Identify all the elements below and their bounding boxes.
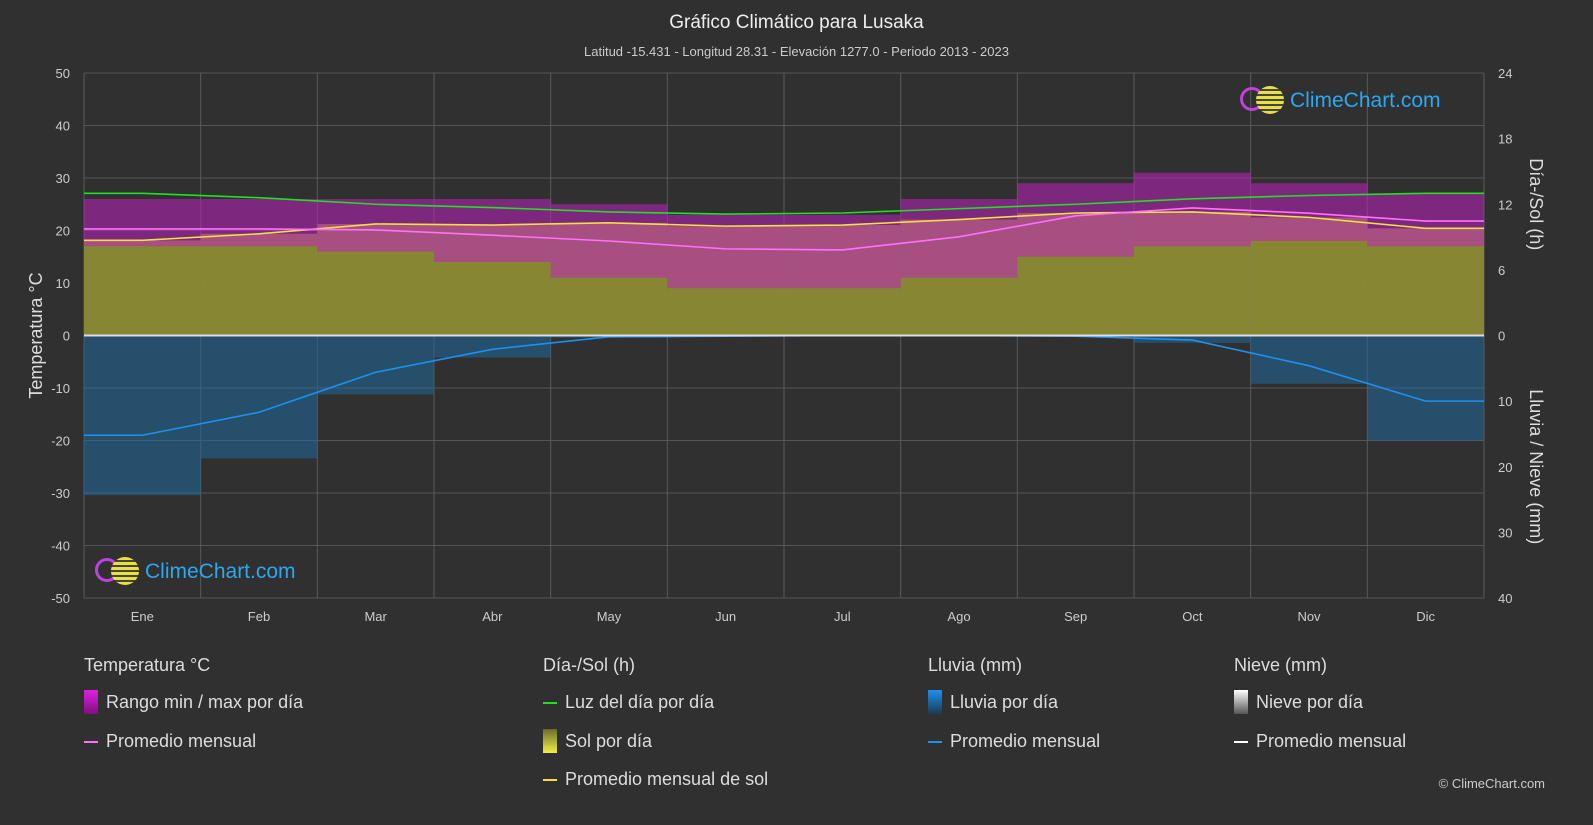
y-left-tick: 40 (56, 119, 70, 134)
y-left-tick: 50 (56, 66, 70, 81)
legend-label: Sol por día (565, 730, 653, 751)
y-right-top-tick: 0 (1498, 329, 1505, 344)
line-swatch (84, 740, 98, 743)
rain-bar (434, 335, 551, 358)
x-tick-label: Mar (364, 609, 387, 624)
temp-range-bar (1367, 193, 1484, 247)
legend-label: Promedio mensual de sol (565, 769, 769, 789)
legend-snow-head: Nieve (mm) (1234, 655, 1327, 675)
y-left-tick: -20 (51, 434, 70, 449)
y-right-bottom-tick: 30 (1498, 525, 1512, 540)
temp-range-bar (667, 214, 784, 289)
range-swatch (84, 690, 98, 714)
x-tick-label: Abr (482, 609, 503, 624)
snow-swatch (1234, 690, 1248, 714)
legend-label: Promedio mensual (1256, 731, 1407, 751)
rain-swatch (928, 690, 942, 714)
copyright: © ClimeChart.com (1438, 776, 1545, 791)
logo-text: ClimeChart.com (145, 560, 296, 583)
sun-bar (200, 233, 318, 336)
legend-temp-avg: Promedio mensual (84, 731, 256, 752)
legend-temp-range: Rango min / max por día (84, 690, 303, 714)
temp-avg-line (84, 207, 1484, 251)
temp-range-bar (200, 199, 318, 247)
y-left-tick: 20 (56, 224, 70, 239)
temp-range-bar (1017, 183, 1134, 257)
legend-label: Promedio mensual (106, 731, 257, 751)
legend-sun: Sol por día (543, 729, 652, 753)
temp-range-bar (900, 199, 1018, 278)
logo-top: ClimeChart.com (1240, 86, 1441, 116)
legend-label: Lluvia por día (950, 691, 1059, 712)
logo-icon (95, 557, 141, 587)
rain-bar (200, 335, 318, 459)
line-swatch (928, 740, 942, 743)
legend-daylight: Luz del día por día (543, 692, 714, 713)
y-right-bottom-tick: 10 (1498, 394, 1512, 409)
legend-rain-avg: Promedio mensual (928, 731, 1100, 752)
y-right-top-tick: 24 (1498, 66, 1512, 81)
legend-label: Rango min / max por día (106, 691, 304, 712)
y-left-tick: 0 (63, 329, 70, 344)
chart-subtitle: Latitud -15.431 - Longitud 28.31 - Eleva… (584, 44, 1009, 59)
temp-range-bar (317, 199, 434, 252)
y-right-top-tick: 18 (1498, 132, 1512, 147)
sun-avg-line (84, 211, 1484, 242)
rain-bar (1134, 335, 1251, 343)
legend-snow-avg: Promedio mensual (1234, 731, 1406, 752)
line-swatch (1234, 740, 1248, 743)
x-tick-label: Jul (834, 609, 851, 624)
y-left-tick: 30 (56, 171, 70, 186)
x-tick-label: Jun (715, 609, 736, 624)
y-left-tick: -30 (51, 486, 70, 501)
legend-label: Promedio mensual (950, 731, 1101, 751)
rain-bar (1250, 335, 1368, 384)
temp-range-bar (84, 199, 201, 247)
x-tick-label: Oct (1182, 609, 1203, 624)
line-swatch (543, 701, 557, 704)
x-tick-label: Nov (1297, 609, 1321, 624)
plot-svg: 50 40 30 20 10 0 -10 -20 -30 -40 -50 24 18 12 6 0 10 20 30… (26, 66, 1546, 624)
rain-bar (1367, 335, 1484, 441)
legend-rain-head: Lluvia (mm) (928, 655, 1023, 675)
x-tick-label: Ago (947, 609, 970, 624)
y-left-tick: -50 (51, 591, 70, 606)
logo-text: ClimeChart.com (1290, 89, 1441, 112)
legend-snow: Nieve por día (1234, 690, 1363, 714)
logo-bottom: ClimeChart.com (95, 557, 296, 587)
daylight-line (84, 192, 1484, 215)
y-left-tick: -10 (51, 381, 70, 396)
legend-temp-head: Temperatura °C (84, 655, 211, 675)
y-left-label: Temperatura °C (26, 272, 46, 398)
y-left-tick: 10 (56, 276, 70, 291)
y-right-bottom-tick: 20 (1498, 460, 1512, 475)
x-tick-label: Feb (248, 609, 270, 624)
rain-bar (84, 335, 201, 496)
y-right-top-label: Día-/Sol (h) (1526, 158, 1546, 250)
x-tick-label: Ene (131, 609, 154, 624)
legend-sun-head: Día-/Sol (h) (543, 655, 636, 675)
y-right-bottom-label: Lluvia / Nieve (mm) (1526, 389, 1546, 544)
y-right-top-tick: 12 (1498, 197, 1512, 212)
sun-swatch (543, 729, 557, 753)
logo-icon (1240, 86, 1286, 116)
legend-label: Nieve por día (1256, 691, 1364, 712)
y-right-top-tick: 6 (1498, 263, 1505, 278)
y-right-bottom-tick: 40 (1498, 591, 1512, 606)
legend-sun-avg: Promedio mensual de sol (543, 769, 768, 790)
x-tick-label: Sep (1064, 609, 1087, 624)
legend-label: Luz del día por día (565, 692, 715, 712)
sun-bar (84, 240, 201, 336)
x-tick-label: May (597, 609, 622, 624)
legend-rain: Lluvia por día (928, 690, 1058, 714)
y-left-tick: -40 (51, 539, 70, 554)
temp-range-bar (784, 214, 901, 289)
line-swatch (543, 778, 557, 781)
x-tick-label: Dic (1416, 609, 1435, 624)
chart-title: Gráfico Climático para Lusaka (669, 12, 924, 33)
